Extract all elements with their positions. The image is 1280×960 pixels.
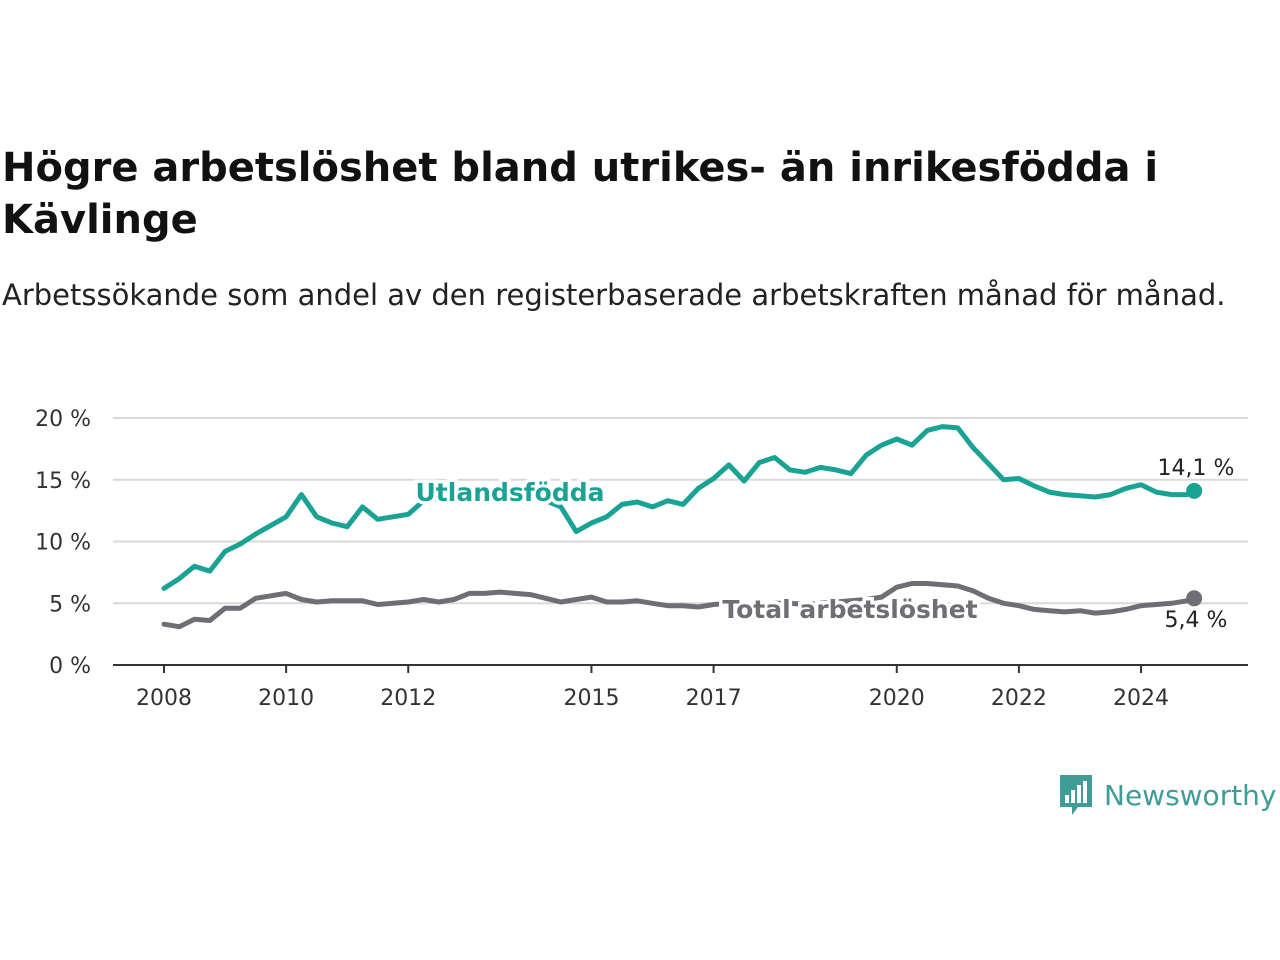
series-line-0 [161, 424, 1197, 591]
y-tick-label: 5 % [49, 592, 91, 617]
brand-name: Newsworthy [1104, 778, 1277, 812]
end-value-label-utlandsfodda: 14,1 % [1158, 456, 1235, 481]
x-tick-label: 2022 [991, 686, 1047, 711]
newsworthy-chart-bubble-icon [1060, 775, 1092, 815]
y-tick-label: 20 % [35, 407, 91, 432]
series-line-1 [161, 581, 1197, 630]
series-labels: Utlandsfödda Total arbetslöshet 14,1 % 5… [412, 456, 1235, 633]
page-subtitle: Arbetssökande som andel av den registerb… [2, 278, 1226, 312]
x-tick-label: 2024 [1113, 686, 1169, 711]
y-tick-label: 10 % [35, 531, 91, 556]
gridlines [113, 417, 1248, 605]
series-lines [161, 424, 1203, 630]
y-tick-label: 15 % [35, 469, 91, 494]
y-tick-label: 0 % [49, 654, 91, 679]
line-chart: 0 % 5 % 10 % 15 % 20 % 2008 2010 2012 2015 2017 20… [35, 407, 1248, 711]
x-tick-label: 2010 [258, 686, 314, 711]
end-point-0 [1186, 482, 1203, 499]
end-point-1 [1186, 590, 1203, 607]
x-tick-label: 2008 [136, 686, 192, 711]
newsworthy-logo: Newsworthy [1058, 772, 1277, 818]
x-tick-label: 2015 [563, 686, 619, 711]
page-title: Högre arbetslöshet bland utrikes- än inr… [2, 145, 1159, 243]
axes: 0 % 5 % 10 % 15 % 20 % 2008 2010 2012 2015 2017 20… [35, 407, 1248, 711]
x-tick-label: 2020 [869, 686, 925, 711]
series-label-total-arbetsloshet: Total arbetslöshet [722, 595, 977, 624]
series-label-utlandsfodda: Utlandsfödda [416, 478, 605, 507]
x-tick-label: 2017 [686, 686, 742, 711]
x-tick-label: 2012 [380, 686, 436, 711]
end-value-label-total-arbetsloshet: 5,4 % [1165, 608, 1228, 633]
